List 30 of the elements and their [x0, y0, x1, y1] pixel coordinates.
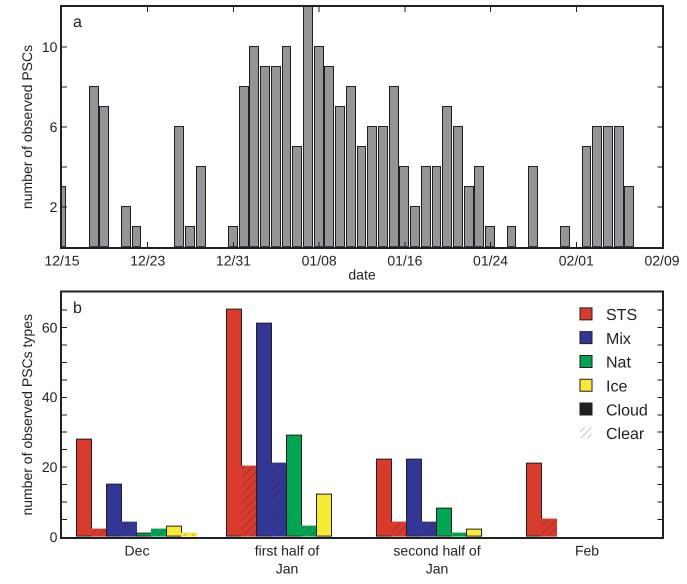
- legend-label: Clear: [606, 426, 645, 444]
- x-tick-label: first half of Jan: [254, 542, 320, 577]
- annotation: b: [73, 300, 82, 317]
- y-tick-label: 6: [50, 118, 58, 135]
- x-tick-label: 12/15: [44, 252, 80, 268]
- legend-label: Ice: [606, 378, 628, 396]
- y-tick-label: 0: [50, 528, 58, 545]
- y-tick-label: 20: [42, 459, 58, 476]
- x-tick-label: 02/01: [558, 252, 594, 268]
- x-tick-label: second half of Jan: [393, 542, 481, 577]
- y-axis-title: number of observed PSCs: [18, 44, 35, 210]
- y-tick-label: 2: [50, 198, 58, 215]
- legend-label: Nat: [606, 354, 632, 372]
- x-tick-label: 01/24: [473, 252, 508, 268]
- x-tick-label: 12/23: [130, 252, 166, 268]
- x-tick-label: Feb: [574, 542, 600, 558]
- y-tick-label: 60: [42, 319, 58, 336]
- y-tick-label: 40: [42, 389, 58, 406]
- x-tick-label: 01/08: [302, 252, 337, 268]
- y-axis-title: number of observed PSCs types: [18, 314, 35, 516]
- legend-label: Mix: [606, 330, 631, 348]
- x-tick-label: Dec: [124, 542, 150, 558]
- legend-label: Cloud: [606, 402, 648, 420]
- annotation: a: [73, 14, 82, 31]
- x-tick-label: 01/16: [387, 252, 423, 268]
- x-tick-label: 12/31: [216, 252, 252, 268]
- x-tick-label: 02/09: [644, 252, 680, 268]
- x-axis-title: date: [348, 266, 376, 282]
- y-tick-label: 10: [42, 38, 58, 55]
- legend-label: STS: [606, 307, 638, 324]
